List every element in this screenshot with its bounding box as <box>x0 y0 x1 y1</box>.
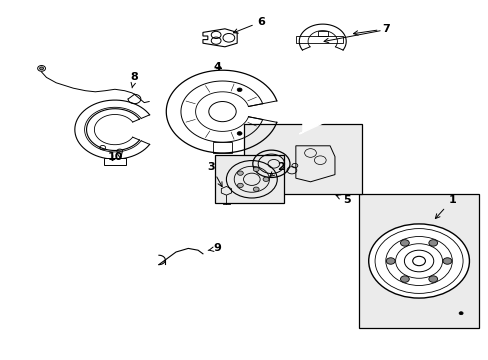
Text: 7: 7 <box>353 24 389 35</box>
Circle shape <box>368 224 468 298</box>
Circle shape <box>237 183 243 188</box>
Circle shape <box>40 67 43 70</box>
Circle shape <box>458 312 462 315</box>
Bar <box>215 155 283 203</box>
Circle shape <box>442 258 451 264</box>
Text: 5: 5 <box>335 195 350 205</box>
Circle shape <box>253 167 259 171</box>
Circle shape <box>400 276 408 282</box>
Circle shape <box>400 240 408 246</box>
Circle shape <box>386 258 394 264</box>
Circle shape <box>237 171 243 175</box>
Bar <box>104 158 125 165</box>
Circle shape <box>428 276 437 282</box>
Circle shape <box>237 88 242 91</box>
Text: 9: 9 <box>208 243 221 253</box>
Text: 6: 6 <box>233 17 265 33</box>
Text: 8: 8 <box>130 72 138 88</box>
Circle shape <box>263 177 268 181</box>
Text: 2: 2 <box>269 162 285 176</box>
Bar <box>359 194 478 328</box>
Text: 3: 3 <box>207 162 222 187</box>
Circle shape <box>237 132 242 135</box>
Bar <box>244 124 361 194</box>
Text: 1: 1 <box>434 195 455 219</box>
Circle shape <box>253 187 259 192</box>
Text: 4: 4 <box>213 62 221 72</box>
Text: 10: 10 <box>107 152 122 162</box>
Circle shape <box>428 240 437 246</box>
